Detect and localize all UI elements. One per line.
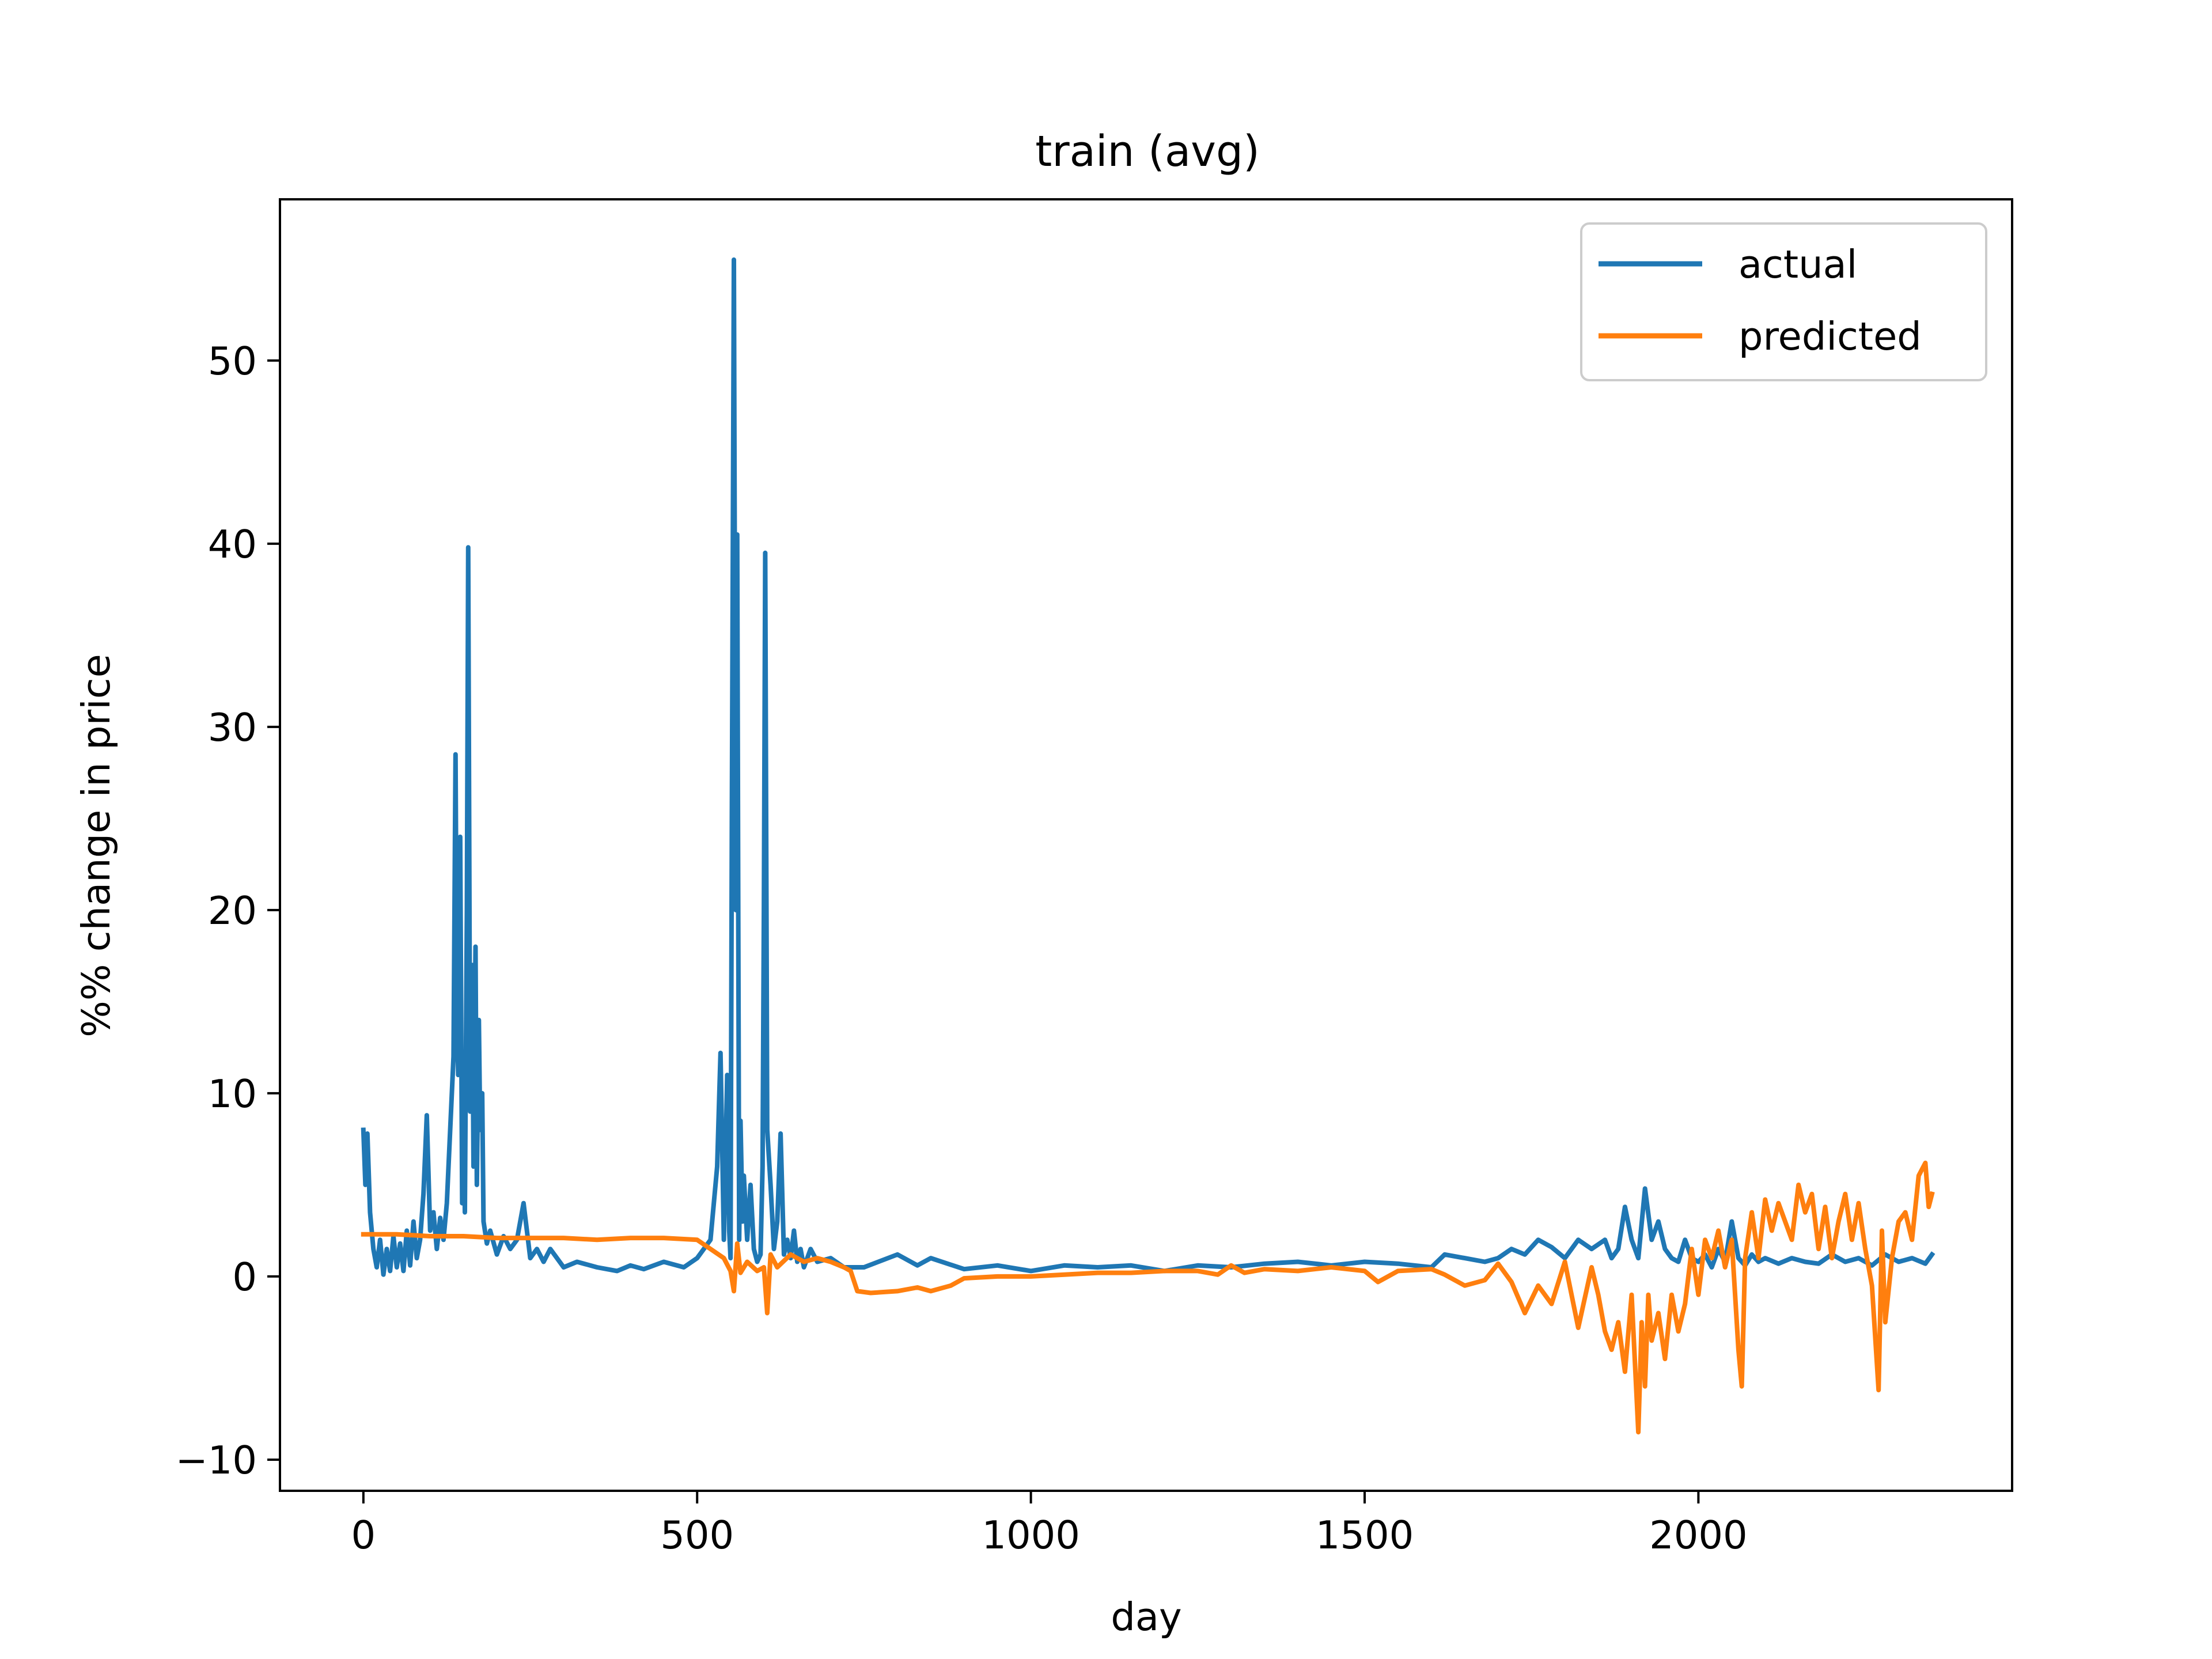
series-line-predicted <box>361 1160 1935 1435</box>
x-tick-label: 1500 <box>1316 1513 1414 1558</box>
series-line-actual <box>361 257 1936 1277</box>
x-tick-label: 500 <box>660 1513 734 1558</box>
y-tick-label: 30 <box>208 705 257 750</box>
y-tick-label: 0 <box>232 1255 257 1300</box>
x-axis-label: day <box>1111 1594 1181 1639</box>
x-tick-label: 2000 <box>1649 1513 1748 1558</box>
legend-label-predicted: predicted <box>1738 314 1922 359</box>
y-axis: −10 0 10 20 30 40 50 <box>176 339 280 1483</box>
y-tick-label: 40 <box>208 522 257 567</box>
plot-lines <box>361 257 1936 1435</box>
y-tick-label: −10 <box>176 1438 257 1483</box>
x-tick-label: 1000 <box>982 1513 1080 1558</box>
legend-label-actual: actual <box>1738 242 1857 287</box>
y-axis-label: %% change in price <box>74 654 119 1037</box>
x-axis: 0 500 1000 1500 2000 <box>351 1491 1748 1558</box>
x-tick-label: 0 <box>351 1513 376 1558</box>
y-tick-label: 20 <box>208 888 257 933</box>
legend: actual predicted <box>1580 222 1987 381</box>
y-tick-label: 10 <box>208 1071 257 1116</box>
chart-title: train (avg) <box>1035 127 1260 176</box>
plot-frame <box>279 198 2013 1492</box>
y-tick-label: 50 <box>208 339 257 384</box>
